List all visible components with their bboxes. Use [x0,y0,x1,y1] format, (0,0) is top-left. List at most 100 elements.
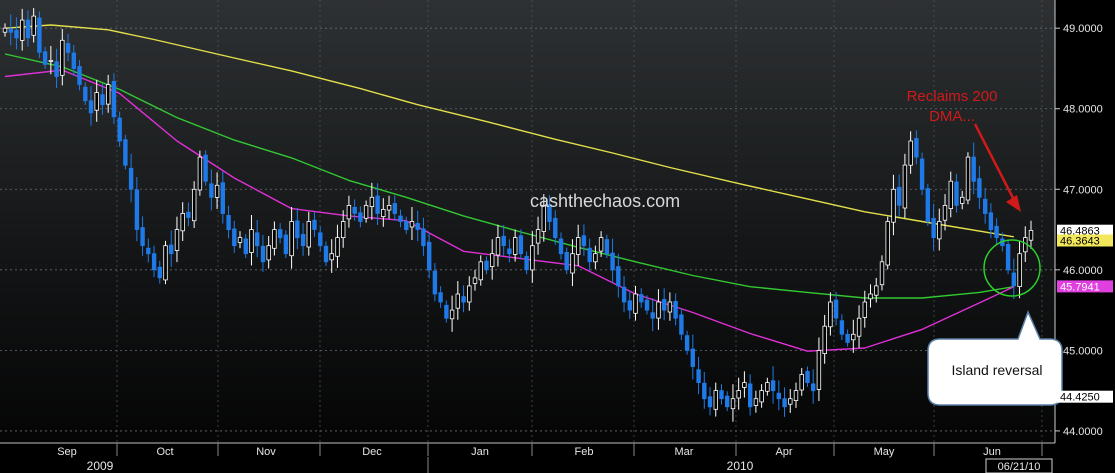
candle-body [312,219,317,230]
candle-body [323,245,329,263]
candle-body [272,229,277,249]
candle-body [541,204,546,232]
last-value-badge [1057,390,1113,403]
candle-body [776,392,781,400]
candle-body [748,383,753,408]
candle-body [862,301,867,318]
candle-body [690,348,695,367]
candle-body [88,100,94,114]
candle-body [426,241,432,271]
candle-body [243,238,248,255]
candle-body [83,86,88,102]
candle-body [736,390,741,399]
candle-body [725,395,730,408]
month-label: Sep [57,446,77,458]
candle-body [226,214,231,230]
candle-body [822,325,827,355]
candle-body [398,215,403,222]
candle-body [942,204,948,221]
candle-body [472,277,478,284]
candle-body [558,238,564,255]
candle-body [507,248,512,255]
candle-body [386,204,392,211]
island-callout-bubble [927,310,1063,406]
date-label: 06/21/10 [998,461,1041,473]
candle-body [266,245,271,261]
candle-body [489,253,495,267]
candle-body [931,217,936,239]
candle-body [335,237,340,257]
candle-body [146,247,151,255]
candle-body [289,221,294,257]
candle-body [8,28,13,33]
watermark: cashthechaos.com [530,191,680,211]
y-tick-label: 48.0000 [1063,104,1103,116]
candle-body [908,140,913,166]
candle-body [954,181,959,206]
candle-body [576,237,581,255]
candle-body [134,189,140,230]
y-tick-label: 49.0000 [1063,23,1103,35]
candle-body [501,235,506,247]
candle-body [610,252,615,271]
candle-body [885,221,890,266]
candle-body [513,237,518,255]
candle-body [604,239,610,255]
candle-body [633,293,638,314]
candle-body [639,294,644,303]
candle-body [25,19,31,39]
candle-body [191,188,197,222]
candle-body [673,300,678,319]
candle-body [765,382,770,392]
candle-body [879,261,885,286]
candle-body [60,39,65,76]
candle-body [977,178,982,198]
reclaim-annotation-line2: DMA... [929,108,975,125]
candle-body [679,314,684,335]
candle-body [404,221,409,231]
candle-body [329,253,334,261]
candle-body [163,245,168,281]
candle-body [730,398,736,410]
candle-body [530,245,535,271]
candle-body [306,221,311,248]
candle-body [352,206,357,214]
candle-body [696,369,701,384]
candle-body [128,167,134,190]
candle-body [180,212,185,232]
candle-body [203,154,208,182]
date-label-box [985,458,1053,473]
month-label: May [874,446,895,458]
candle-body [960,196,965,204]
candle-body [593,253,598,263]
candle-body [524,255,529,271]
candle-body [805,370,810,383]
candle-body [650,312,655,319]
candle-body [742,382,747,388]
candle-body [919,158,925,190]
candle-body [874,285,879,296]
candle-body [106,84,111,105]
candle-body [914,137,919,158]
last-value-text: 44.4250 [1060,392,1100,404]
reclaim-annotation: Reclaims 200 DMA... [907,88,1021,212]
candle-body [484,260,489,271]
candle-body [409,221,415,228]
candle-body [994,225,999,239]
last-value-text: 45.7941 [1060,281,1100,293]
candle-body [2,27,8,33]
month-label: Nov [256,446,276,458]
candle-body [37,17,42,53]
candle-body [42,51,48,65]
candle-body [277,229,283,239]
candle-body [988,212,994,231]
last-value-badge [1057,280,1113,293]
candle-body [232,228,237,247]
candle-body [547,204,552,222]
month-label: Apr [775,446,792,458]
candle-body [117,117,122,142]
candle-body [564,251,569,271]
candle-body [1028,229,1034,241]
candle-body [868,293,873,300]
